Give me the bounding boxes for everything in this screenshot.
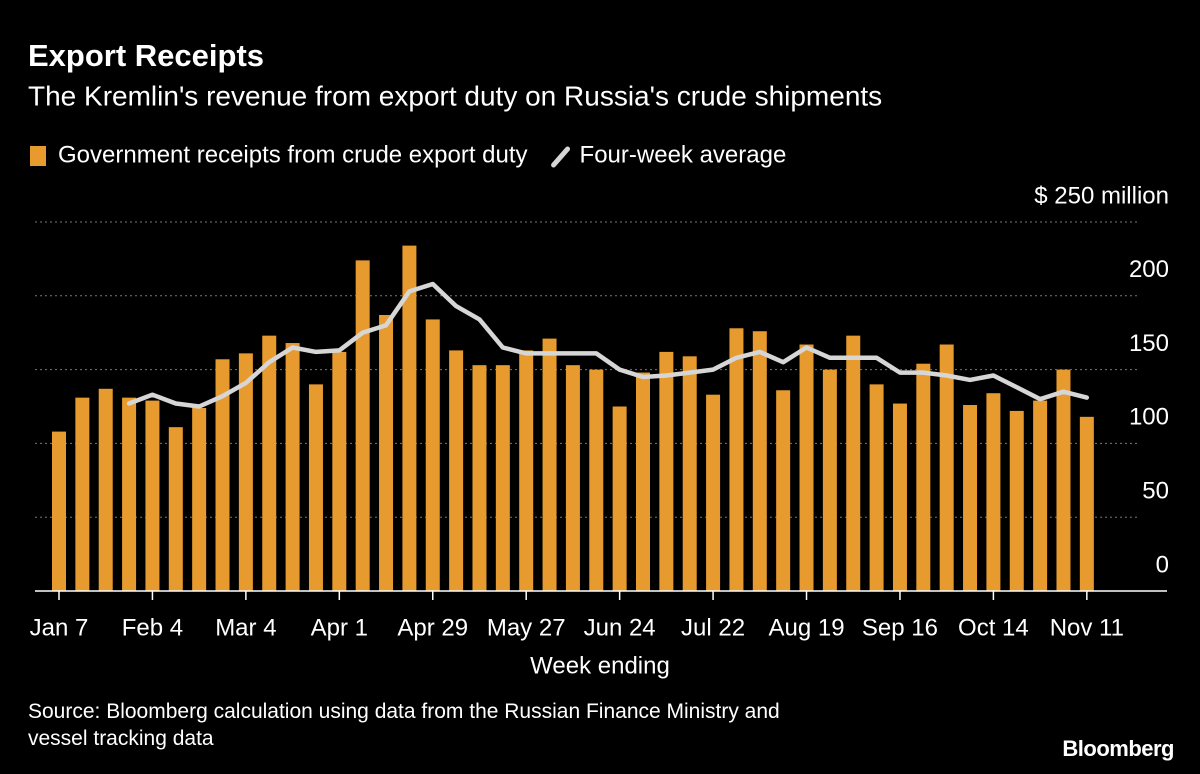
- bar: [776, 390, 791, 591]
- bar: [589, 369, 604, 591]
- bar: [262, 335, 277, 591]
- bar: [472, 365, 487, 591]
- bar: [1009, 410, 1024, 591]
- x-tick-label: Mar 4: [215, 614, 276, 641]
- bar: [846, 335, 861, 591]
- bar: [98, 388, 113, 591]
- bar: [52, 431, 66, 591]
- y-tick-label: 50: [1142, 478, 1169, 505]
- bar: [892, 403, 907, 591]
- bar: [402, 245, 417, 591]
- x-tick-label: Feb 4: [122, 614, 183, 641]
- chart-subtitle: The Kremlin's revenue from export duty o…: [28, 80, 882, 111]
- bar: [355, 260, 370, 591]
- bar: [1056, 369, 1071, 591]
- bar: [332, 351, 347, 591]
- y-tick-label: 100: [1129, 404, 1169, 431]
- bar: [986, 393, 1001, 591]
- legend-label: Four-week average: [580, 141, 787, 168]
- bar: [192, 407, 207, 591]
- average-line: [126, 281, 1090, 409]
- x-axis-label: Week ending: [530, 652, 670, 679]
- x-tick-label: Aug 19: [768, 614, 844, 641]
- bar: [542, 338, 557, 591]
- bar: [519, 350, 534, 591]
- bar: [308, 384, 323, 591]
- legend-label: Government receipts from crude export du…: [58, 141, 528, 168]
- bar: [612, 406, 627, 591]
- source: Source: Bloomberg calculation using data…: [28, 700, 780, 750]
- bar: [939, 344, 954, 591]
- bar: [729, 328, 744, 591]
- x-tick-label: Oct 14: [958, 614, 1029, 641]
- bar: [1079, 416, 1094, 591]
- y-tick-label: 200: [1129, 256, 1169, 283]
- x-tick-label: Apr 1: [311, 614, 368, 641]
- legend-swatch: [551, 146, 571, 168]
- bar: [636, 372, 650, 591]
- x-tick-label: Jan 7: [30, 614, 89, 641]
- x-tick-label: Jul 22: [681, 614, 745, 641]
- bar: [238, 353, 253, 591]
- y-tick-label: 0: [1156, 551, 1169, 578]
- bar: [752, 331, 767, 591]
- x-tick-label: Apr 29: [397, 614, 468, 641]
- y-tick-label: $ 250 million: [1034, 182, 1169, 209]
- y-tick-label: 150: [1129, 330, 1169, 357]
- bar: [963, 405, 978, 591]
- bar: [379, 314, 394, 591]
- bar: [869, 384, 884, 591]
- bar: [682, 356, 697, 591]
- x-tick-label: Sep 16: [862, 614, 938, 641]
- bar: [75, 397, 90, 591]
- bar: [495, 365, 510, 591]
- x-tick-label: Jun 24: [584, 614, 656, 641]
- bar: [1033, 400, 1048, 591]
- bar: [565, 365, 580, 591]
- bar: [145, 400, 160, 591]
- bar: [168, 427, 183, 591]
- bar: [659, 351, 674, 591]
- bar: [425, 319, 440, 591]
- bar: [916, 363, 931, 591]
- bar: [822, 369, 837, 591]
- legend-swatch: [30, 146, 46, 166]
- brand-logo: Bloomberg: [1062, 736, 1174, 761]
- bar: [449, 350, 464, 591]
- bar: [706, 394, 721, 591]
- x-tick-label: May 27: [487, 614, 566, 641]
- bar: [215, 359, 230, 591]
- chart-title: Export Receipts: [28, 38, 264, 73]
- bar: [285, 343, 300, 591]
- bar: [799, 344, 814, 591]
- x-tick-label: Nov 11: [1050, 614, 1124, 641]
- bar: [122, 397, 137, 591]
